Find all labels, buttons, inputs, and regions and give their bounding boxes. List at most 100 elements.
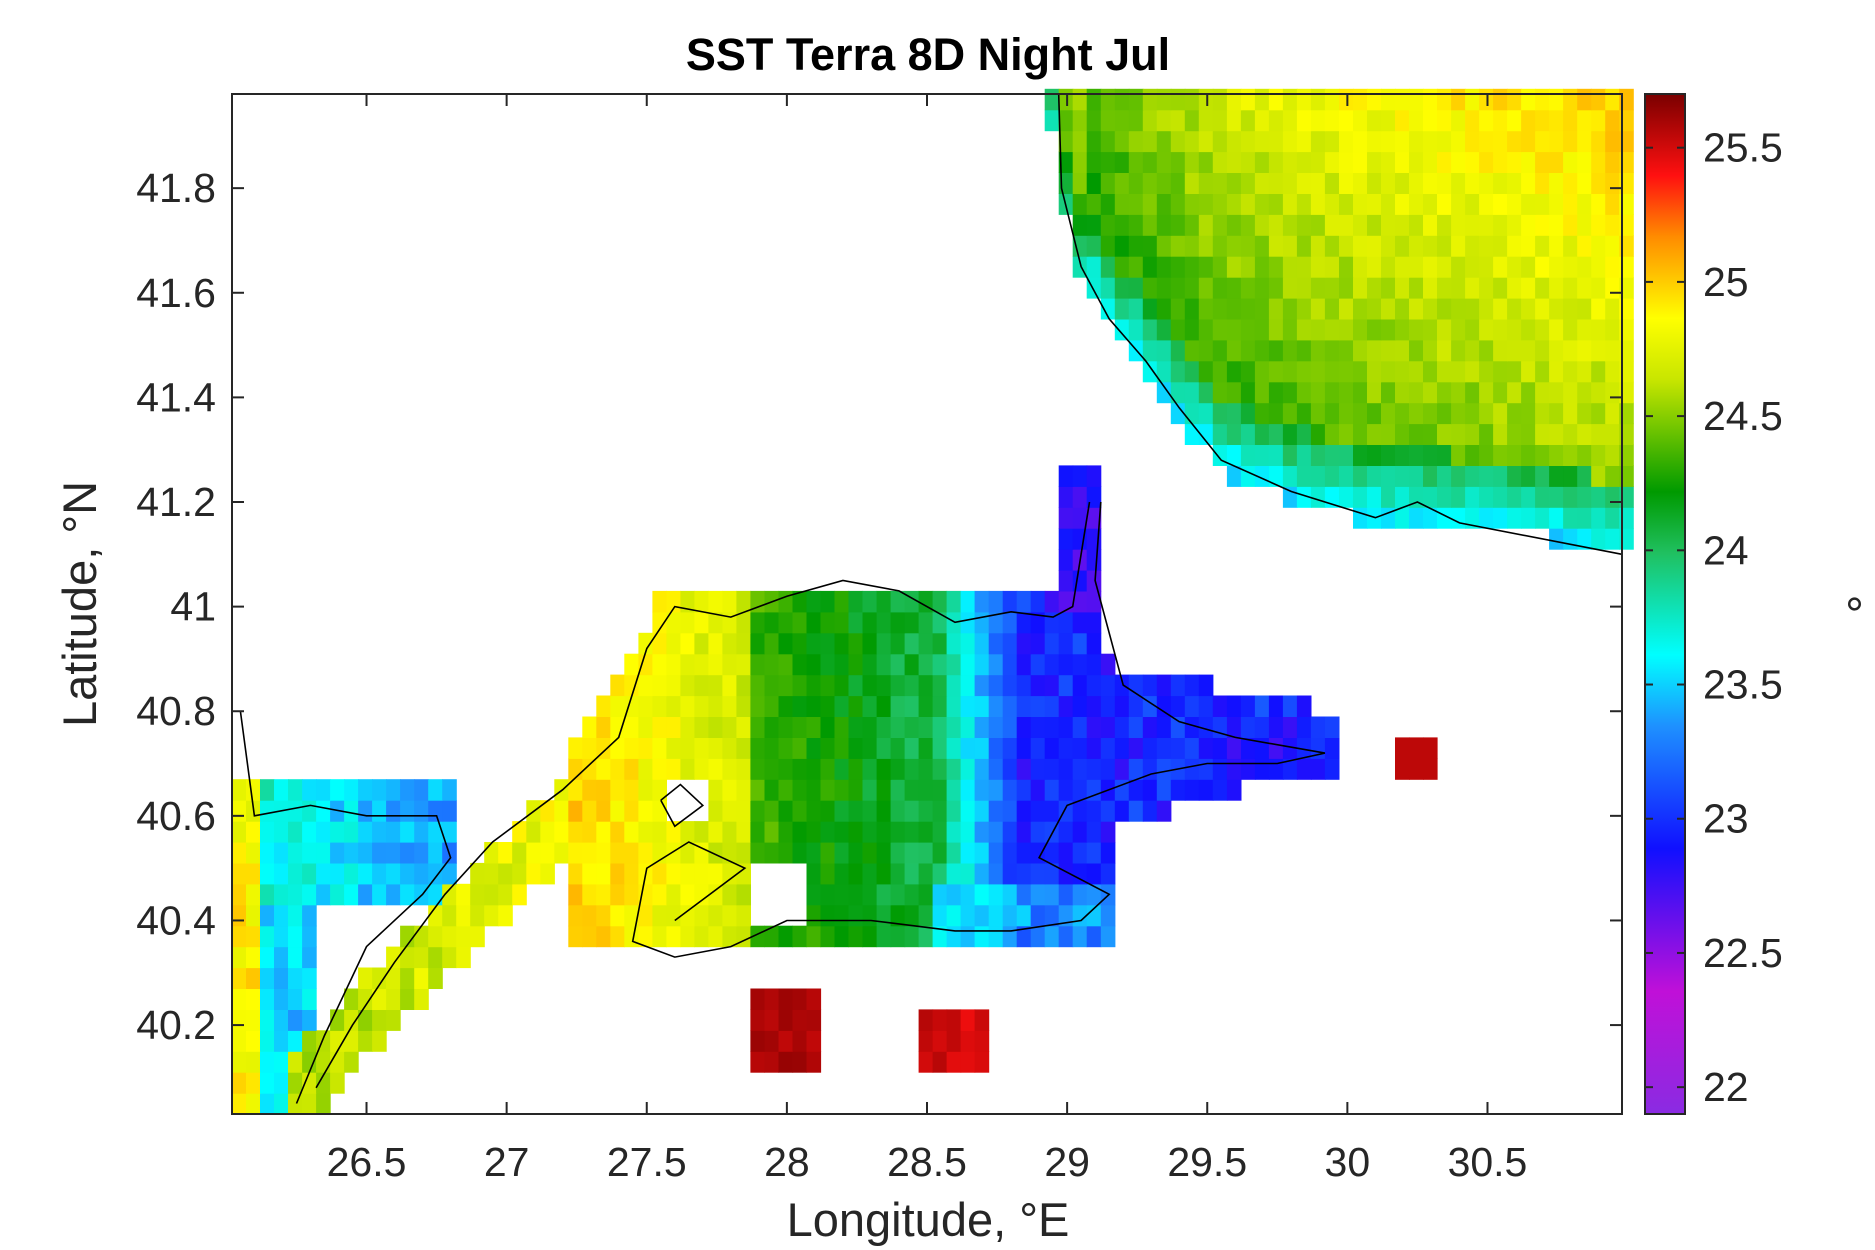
sst-cell (1409, 277, 1424, 299)
sst-cell (1563, 528, 1578, 550)
sst-cell (778, 737, 794, 759)
sst-cell (1282, 758, 1298, 780)
sst-cell (834, 821, 850, 843)
sst-cell (442, 800, 457, 822)
sst-cell (946, 779, 962, 801)
sst-cell (652, 925, 667, 948)
sst-cell (1128, 716, 1144, 738)
sst-cell (1002, 590, 1018, 613)
sst-cell (1212, 402, 1228, 425)
sst-cell (1521, 109, 1536, 132)
sst-cell (1086, 549, 1102, 571)
sst-cell (750, 1030, 765, 1052)
sst-cell (736, 611, 751, 634)
sst-cell (1353, 465, 1368, 487)
sst-cell (1142, 737, 1158, 759)
sst-cell (1577, 193, 1592, 215)
sst-cell (708, 758, 723, 780)
sst-cell (1058, 611, 1074, 634)
sst-cell (1605, 109, 1620, 132)
sst-cell (722, 695, 737, 717)
sst-cell (1030, 779, 1046, 801)
sst-cell (1128, 88, 1144, 111)
sst-cell (1100, 653, 1116, 676)
sst-cell (1381, 214, 1396, 236)
sst-cell (316, 1093, 331, 1115)
sst-cell (540, 842, 555, 864)
sst-cell (1437, 235, 1452, 257)
sst-cell (638, 758, 653, 780)
sst-cell (610, 904, 625, 927)
sst-cell (1563, 172, 1578, 194)
sst-cell (806, 716, 822, 738)
sst-cell (1507, 214, 1522, 236)
sst-cell (316, 1051, 331, 1073)
sst-cell (1521, 193, 1536, 215)
sst-cell (1381, 109, 1396, 132)
sst-cell (554, 842, 569, 864)
sst-cell (1367, 402, 1382, 425)
sst-cell (1479, 256, 1494, 278)
sst-cell (1100, 800, 1116, 822)
sst-cell (1240, 277, 1256, 299)
sst-cell (834, 842, 850, 864)
sst-cell (1072, 821, 1088, 843)
sst-cell (932, 653, 948, 676)
sst-cell (918, 695, 934, 717)
sst-cell (1339, 88, 1354, 111)
sst-cell (666, 611, 681, 634)
sst-cell (1184, 298, 1200, 320)
sst-cell (750, 1009, 765, 1031)
sst-cell (1465, 507, 1480, 529)
sst-cell (1058, 486, 1074, 508)
sst-cell (1591, 151, 1606, 173)
sst-cell (302, 1009, 317, 1031)
sst-cell (456, 883, 471, 906)
sst-cell (1030, 632, 1046, 655)
sst-cell (1381, 277, 1396, 299)
sst-cell (1114, 800, 1130, 822)
sst-cell (834, 632, 850, 655)
sst-cell (400, 821, 415, 843)
sst-cell (1198, 716, 1214, 738)
sst-cell (1493, 402, 1508, 425)
sst-cell (1156, 151, 1172, 173)
sst-cell (1605, 402, 1620, 425)
sst-cell (946, 925, 962, 948)
sst-cell (1142, 214, 1158, 236)
sst-cell (302, 1072, 317, 1094)
sst-cell (344, 862, 359, 885)
sst-cell (708, 716, 723, 738)
sst-cell (1423, 486, 1438, 508)
sst-cell (582, 758, 597, 780)
sst-cell (848, 821, 864, 843)
sst-cell (400, 862, 415, 885)
sst-cell (848, 737, 864, 759)
sst-cell (1310, 214, 1326, 236)
sst-cell (1254, 695, 1270, 717)
sst-cell (1367, 339, 1382, 362)
sst-cell (1479, 402, 1494, 425)
sst-cell (1100, 842, 1116, 864)
sst-cell (1324, 444, 1340, 466)
sst-cell (260, 842, 275, 864)
sst-cell (1114, 298, 1130, 320)
sst-cell (1507, 444, 1522, 466)
sst-cell (386, 988, 401, 1010)
sst-cell (792, 758, 808, 780)
sst-cell (1296, 423, 1312, 445)
sst-cell (1184, 360, 1200, 383)
sst-cell (988, 883, 1004, 906)
sst-cell (1114, 214, 1130, 236)
sst-cell (1535, 193, 1550, 215)
sst-cell (232, 967, 247, 989)
sst-cell (1339, 151, 1354, 173)
sst-cell (764, 674, 780, 697)
sst-cell (1324, 130, 1340, 153)
sst-cell (1072, 465, 1088, 487)
sst-cell (890, 883, 906, 906)
sst-cell (764, 716, 780, 738)
sst-cell (372, 1009, 387, 1031)
sst-cell (1493, 235, 1508, 257)
sst-cell (1451, 444, 1466, 466)
